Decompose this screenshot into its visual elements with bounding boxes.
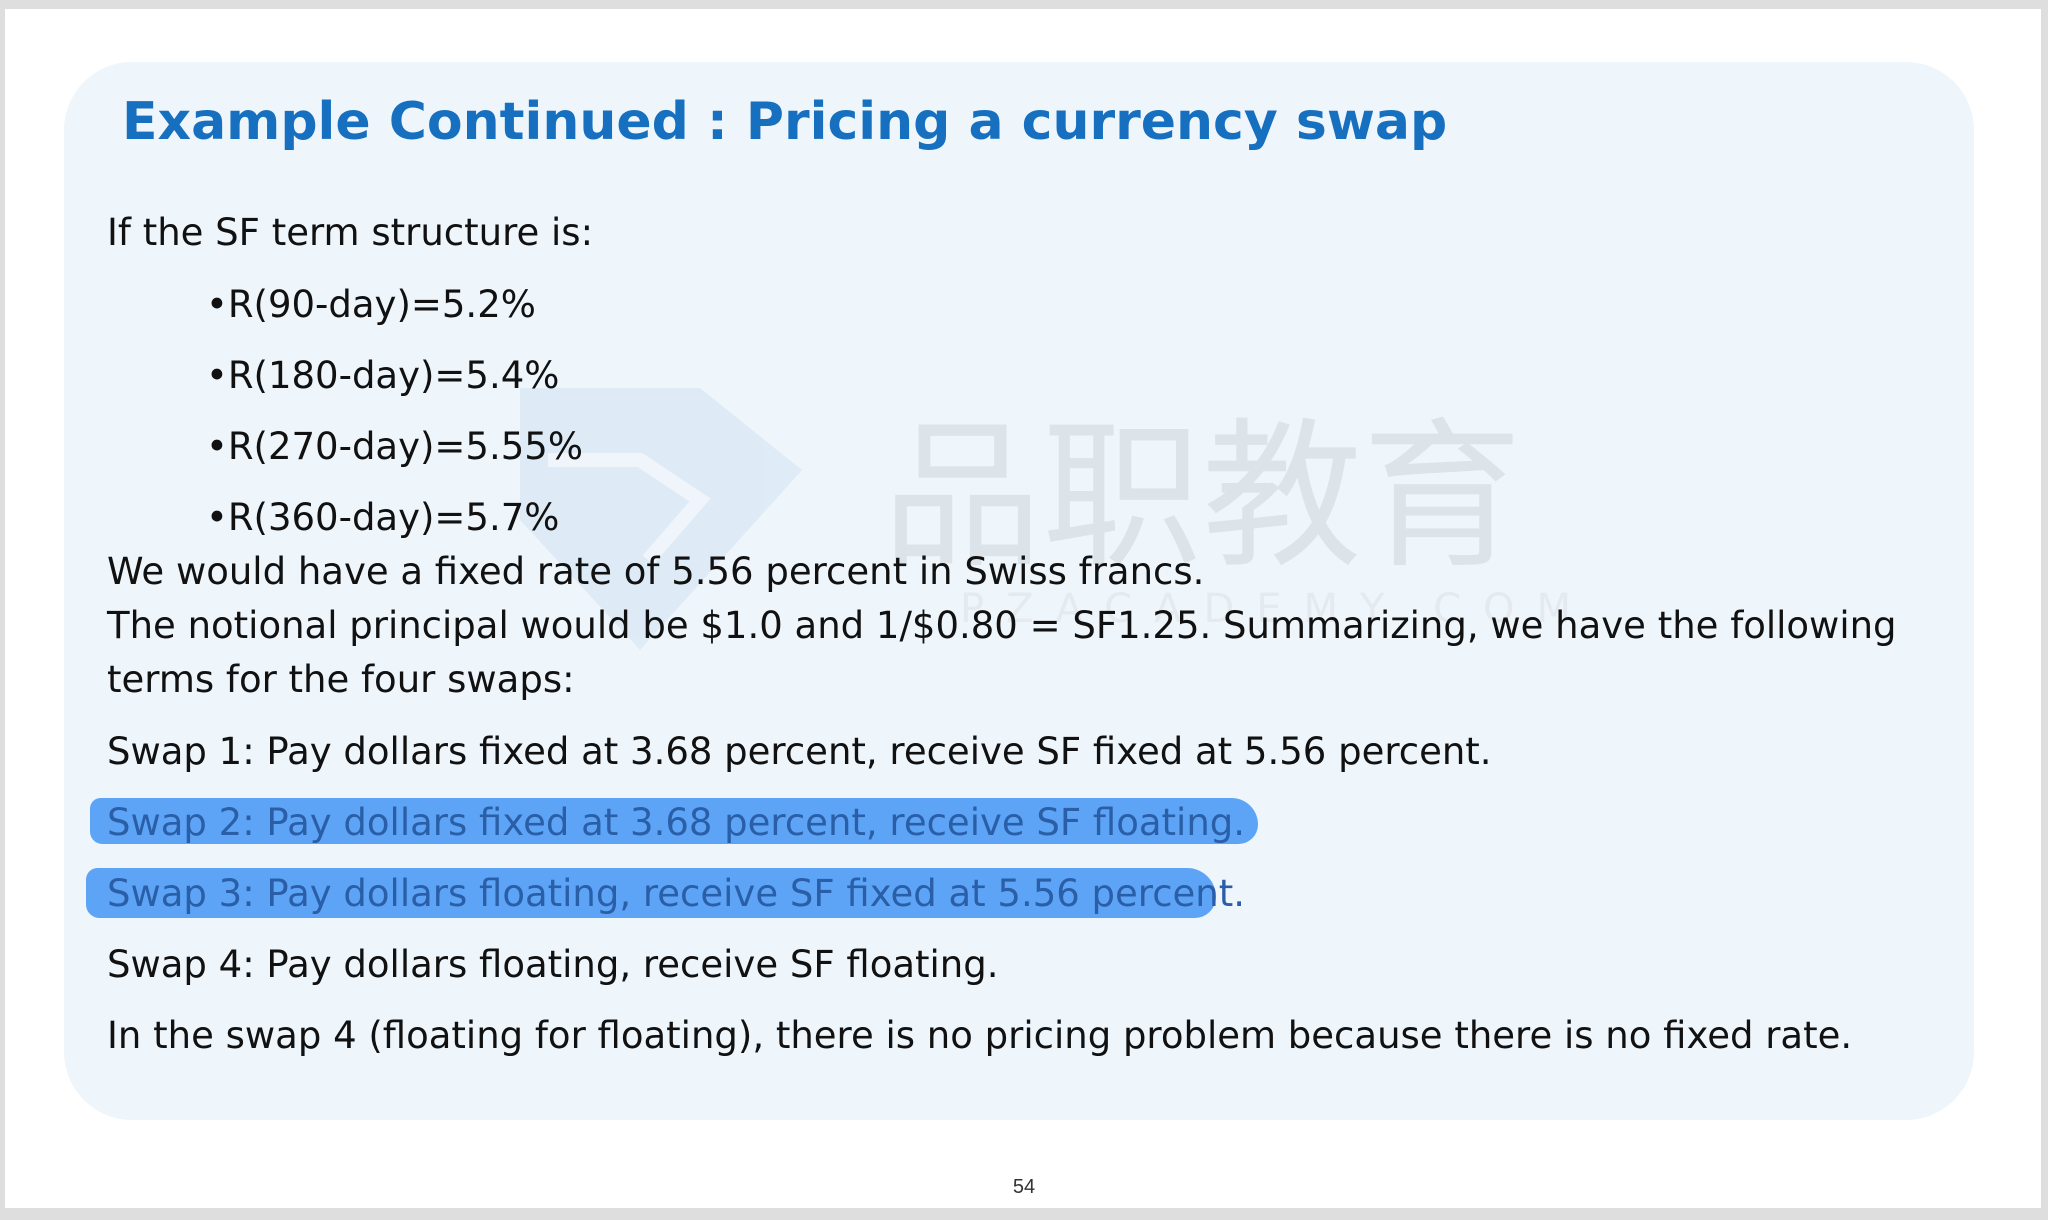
swap-1-terms: Swap 1: Pay dollars fixed at 3.68 percen… (107, 730, 1492, 773)
term-structure-intro: If the SF term structure is: (107, 211, 594, 254)
rate-item-270-day: •R(270-day)=5.55% (206, 425, 583, 468)
swap-3-terms: Swap 3: Pay dollars floating, receive SF… (107, 872, 1246, 915)
notional-statement-line-2: terms for the four swaps: (107, 658, 575, 701)
notional-statement-line-1: The notional principal would be $1.0 and… (107, 604, 1897, 647)
highlight-swap-2 (90, 798, 1258, 844)
swap-4-terms: Swap 4: Pay dollars floating, receive SF… (107, 943, 999, 986)
conclusion-text: In the swap 4 (floating for floating), t… (107, 1014, 1853, 1057)
highlight-swap-3 (86, 868, 1216, 918)
swap-2-terms: Swap 2: Pay dollars fixed at 3.68 percen… (107, 801, 1246, 844)
rate-item-90-day: •R(90-day)=5.2% (206, 283, 536, 326)
rate-item-180-day: •R(180-day)=5.4% (206, 354, 560, 397)
content-card (64, 62, 1974, 1120)
fixed-rate-statement: We would have a fixed rate of 5.56 perce… (107, 550, 1205, 593)
rate-item-360-day: •R(360-day)=5.7% (206, 496, 560, 539)
slide-title: Example Continued : Pricing a currency s… (122, 92, 1448, 152)
page-number: 54 (1012, 1176, 1036, 1198)
